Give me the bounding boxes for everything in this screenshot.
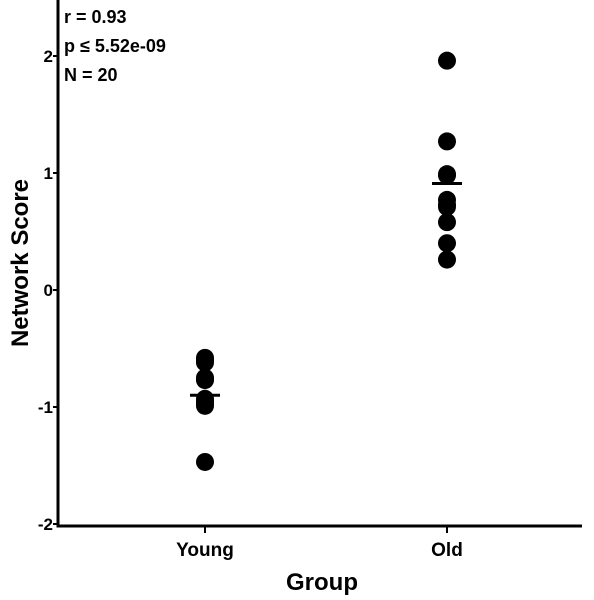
data-point [438,166,456,185]
x-axis-title: Group [286,569,358,596]
x-axis: Young Old [56,524,582,561]
data-point [196,353,214,372]
stat-p: p ≤ 5.52e-09 [64,36,166,56]
data-point [196,452,214,471]
stat-r: r = 0.93 [64,7,127,27]
data-point [196,371,214,390]
data-point [438,250,456,269]
x-tick-label: Young [176,540,234,561]
data-point [438,213,456,232]
y-tick-label: -2 [38,515,53,534]
data-points [196,51,456,471]
data-point [438,234,456,253]
y-tick-label: 1 [44,164,53,183]
data-point [438,132,456,151]
y-tick-label: 0 [44,281,53,300]
y-tick-label: 2 [44,47,53,66]
y-axis-title: Network Score [7,179,34,347]
data-point [196,396,214,415]
y-axis: -2 -1 0 1 2 [38,0,60,534]
stat-n: N = 20 [64,65,118,85]
x-ticks: Young Old [176,527,463,561]
data-point [438,51,456,70]
y-tick-label: -1 [38,398,53,417]
mean-markers [190,182,462,397]
y-ticks: -2 -1 0 1 2 [38,47,58,534]
data-point [438,197,456,216]
x-tick-label: Old [431,540,463,561]
